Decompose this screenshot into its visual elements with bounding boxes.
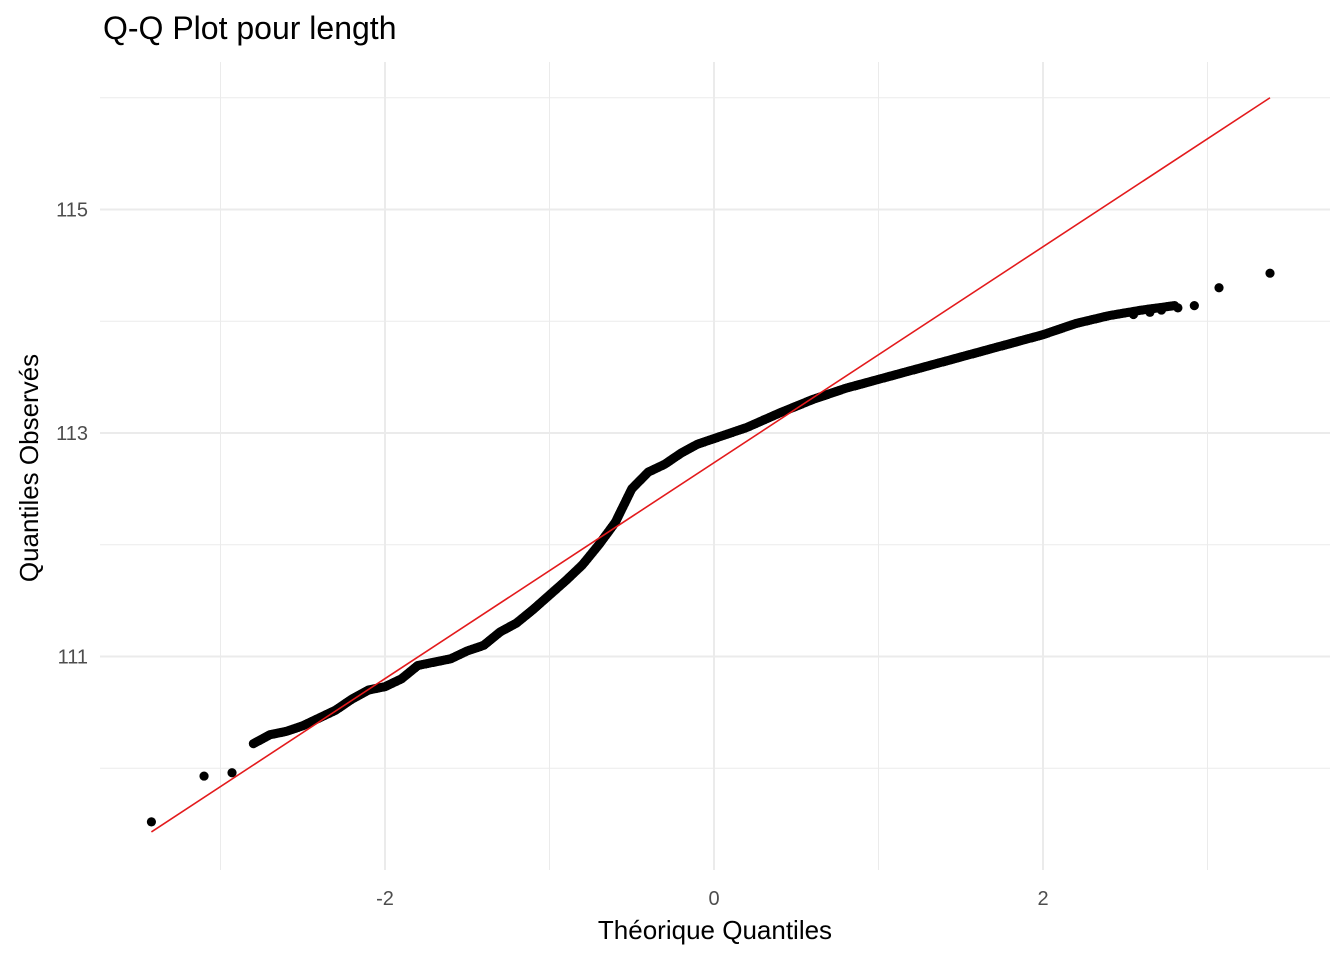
data-point	[227, 768, 237, 778]
data-point	[1145, 307, 1155, 317]
data-point	[1128, 309, 1139, 320]
data-points	[146, 268, 1275, 827]
x-axis-title: Théorique Quantiles	[598, 915, 832, 945]
y-axis-ticks: 111 113 115	[56, 200, 88, 669]
reference-line-group	[150, 97, 1271, 833]
y-tick-label: 111	[58, 647, 88, 669]
y-tick-label: 113	[56, 423, 88, 445]
data-point	[1189, 301, 1199, 311]
data-point	[1265, 268, 1275, 278]
x-tick-label: -2	[376, 888, 394, 910]
chart-title: Q-Q Plot pour length	[103, 10, 397, 46]
x-tick-label: 2	[1037, 888, 1048, 910]
reference-line	[150, 97, 1271, 833]
data-point	[1173, 303, 1183, 313]
grid-lines	[100, 62, 1330, 870]
data-point	[199, 771, 209, 781]
data-point	[146, 817, 157, 827]
data-point	[1156, 305, 1167, 315]
data-point	[1214, 283, 1224, 293]
y-axis-title: Quantiles Observés	[14, 354, 44, 582]
x-tick-label: 0	[708, 888, 719, 910]
x-axis-ticks: -2 0 2	[376, 888, 1048, 910]
y-tick-label: 115	[56, 200, 88, 222]
